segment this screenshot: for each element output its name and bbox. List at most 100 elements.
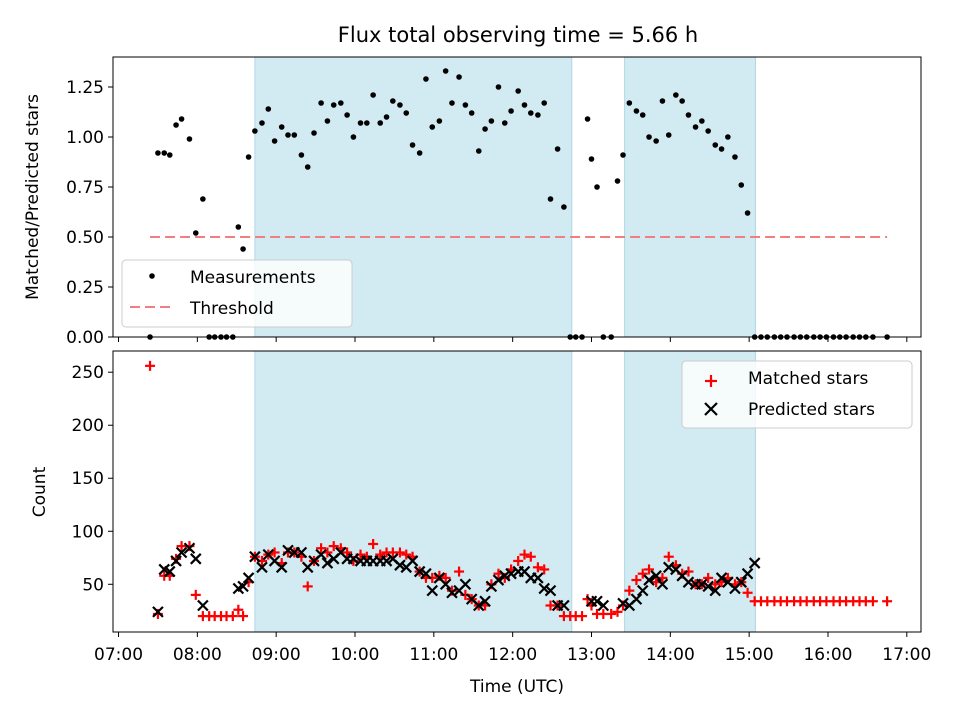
matched-star-point (328, 541, 339, 552)
predicted-star-point (715, 572, 728, 584)
matched-star-point (631, 575, 642, 586)
predicted-star-point (249, 550, 261, 563)
predicted-star-point (636, 584, 649, 597)
measurement-point (350, 134, 357, 140)
x-tick-label: 11:00 (409, 645, 458, 665)
measurement-point (166, 152, 173, 158)
predicted-star-point (163, 565, 176, 578)
matched-star-point (454, 566, 465, 577)
bottom-legend-box (681, 360, 913, 429)
x-tick-label: 15:00 (725, 645, 774, 665)
predicted-star-point (420, 567, 432, 580)
predicted-star-point (295, 546, 308, 559)
predicted-star-point (183, 542, 196, 555)
measurement-point (200, 196, 206, 202)
measurement-point (252, 128, 258, 134)
predicted-star-point (439, 578, 452, 591)
legend-label-matched: Matched stars (748, 369, 868, 389)
measurement-point (535, 112, 541, 118)
predicted-star-point (170, 555, 182, 567)
legend-marker-measurements (149, 273, 155, 279)
matched-star-point (368, 538, 379, 549)
predicted-star-point (532, 572, 544, 584)
legend-marker-predicted (704, 402, 718, 416)
measurement-point (423, 76, 429, 82)
measurement-point (521, 102, 528, 108)
measurement-point (330, 102, 337, 108)
predicted-star-point (591, 595, 603, 608)
matched-star-point (637, 568, 648, 579)
matched-star-point (525, 551, 536, 562)
legend-label-measurements: Measurements (190, 268, 316, 288)
measurement-point (409, 142, 416, 148)
bottom-panel: 50 100 150 200 250 07:00 08:00 09:00 10:00 11:00… (30, 350, 931, 697)
measurement-point (547, 196, 554, 202)
measurement-point (429, 124, 436, 130)
predicted-star-point (617, 597, 629, 610)
measurement-point (665, 132, 672, 138)
measurement-point (377, 120, 384, 126)
measurement-point (155, 150, 161, 156)
measurement-point (584, 116, 591, 122)
predicted-star-point (735, 576, 748, 588)
measurement-point (304, 164, 311, 170)
bottom-x-ticks: 07:00 08:00 09:00 10:00 11:00 12:00 13:00 14:00… (94, 632, 931, 665)
top-y-tick-label: 0.50 (66, 228, 104, 248)
matched-star-point (606, 608, 617, 619)
predicted-star-point (544, 584, 557, 597)
matched-star-point (624, 585, 635, 596)
predicted-star-point (394, 559, 406, 571)
chart-title: Flux total observing time = 5.66 h (338, 23, 698, 47)
measurement-point (338, 100, 344, 106)
x-tick-label: 16:00 (803, 645, 852, 665)
measurement-point (161, 150, 168, 156)
predicted-star-point (426, 584, 439, 597)
measurement-point (364, 120, 370, 126)
matched-star-point (342, 547, 353, 558)
matched-star-point (703, 572, 714, 583)
measurement-point (732, 154, 738, 160)
predicted-star-point (558, 599, 570, 612)
measurement-point (240, 246, 246, 252)
x-tick-label: 08:00 (173, 645, 222, 665)
measurement-point (324, 118, 331, 124)
matched-star-point (190, 589, 201, 600)
predicted-star-point (650, 570, 662, 582)
matched-star-point (644, 564, 655, 575)
top-panel: 0.00 0.25 0.50 0.75 1.00 1.25 Matched/Predict… (23, 56, 922, 348)
predicted-star-point (242, 572, 255, 584)
measurement-point (271, 138, 278, 144)
measurement-point (673, 92, 679, 98)
matched-star-point (867, 596, 878, 607)
measurement-point (712, 142, 719, 148)
matched-star-point (513, 555, 524, 566)
measurement-point (527, 110, 534, 116)
predicted-star-point (256, 561, 268, 574)
measurement-point (659, 98, 666, 104)
predicted-star-point (492, 574, 505, 586)
predicted-star-point (237, 580, 249, 593)
measurement-point (633, 108, 640, 114)
measurement-point (403, 110, 410, 116)
predicted-star-point (472, 599, 485, 612)
predicted-star-point (748, 557, 761, 569)
matched-star-point (302, 581, 313, 592)
matched-star-point (539, 564, 550, 575)
top-y-tick-label: 0.00 (66, 328, 104, 348)
predicted-star-point (662, 561, 675, 574)
measurement-point (291, 132, 298, 138)
measurement-point (541, 100, 547, 106)
measurement-point (318, 100, 324, 106)
predicted-star-point (696, 578, 708, 591)
measurement-point (442, 68, 449, 74)
bottom-y-tick-label: 50 (82, 575, 104, 595)
x-tick-label: 12:00 (488, 645, 537, 665)
x-tick-label: 17:00 (882, 645, 931, 665)
measurement-point (588, 156, 595, 162)
predicted-star-point (630, 593, 643, 605)
top-panel-frame (112, 56, 922, 338)
top-legend-box (121, 259, 353, 328)
measurement-point (278, 124, 285, 130)
predicted-star-point (459, 578, 472, 591)
predicted-star-point (702, 580, 714, 593)
